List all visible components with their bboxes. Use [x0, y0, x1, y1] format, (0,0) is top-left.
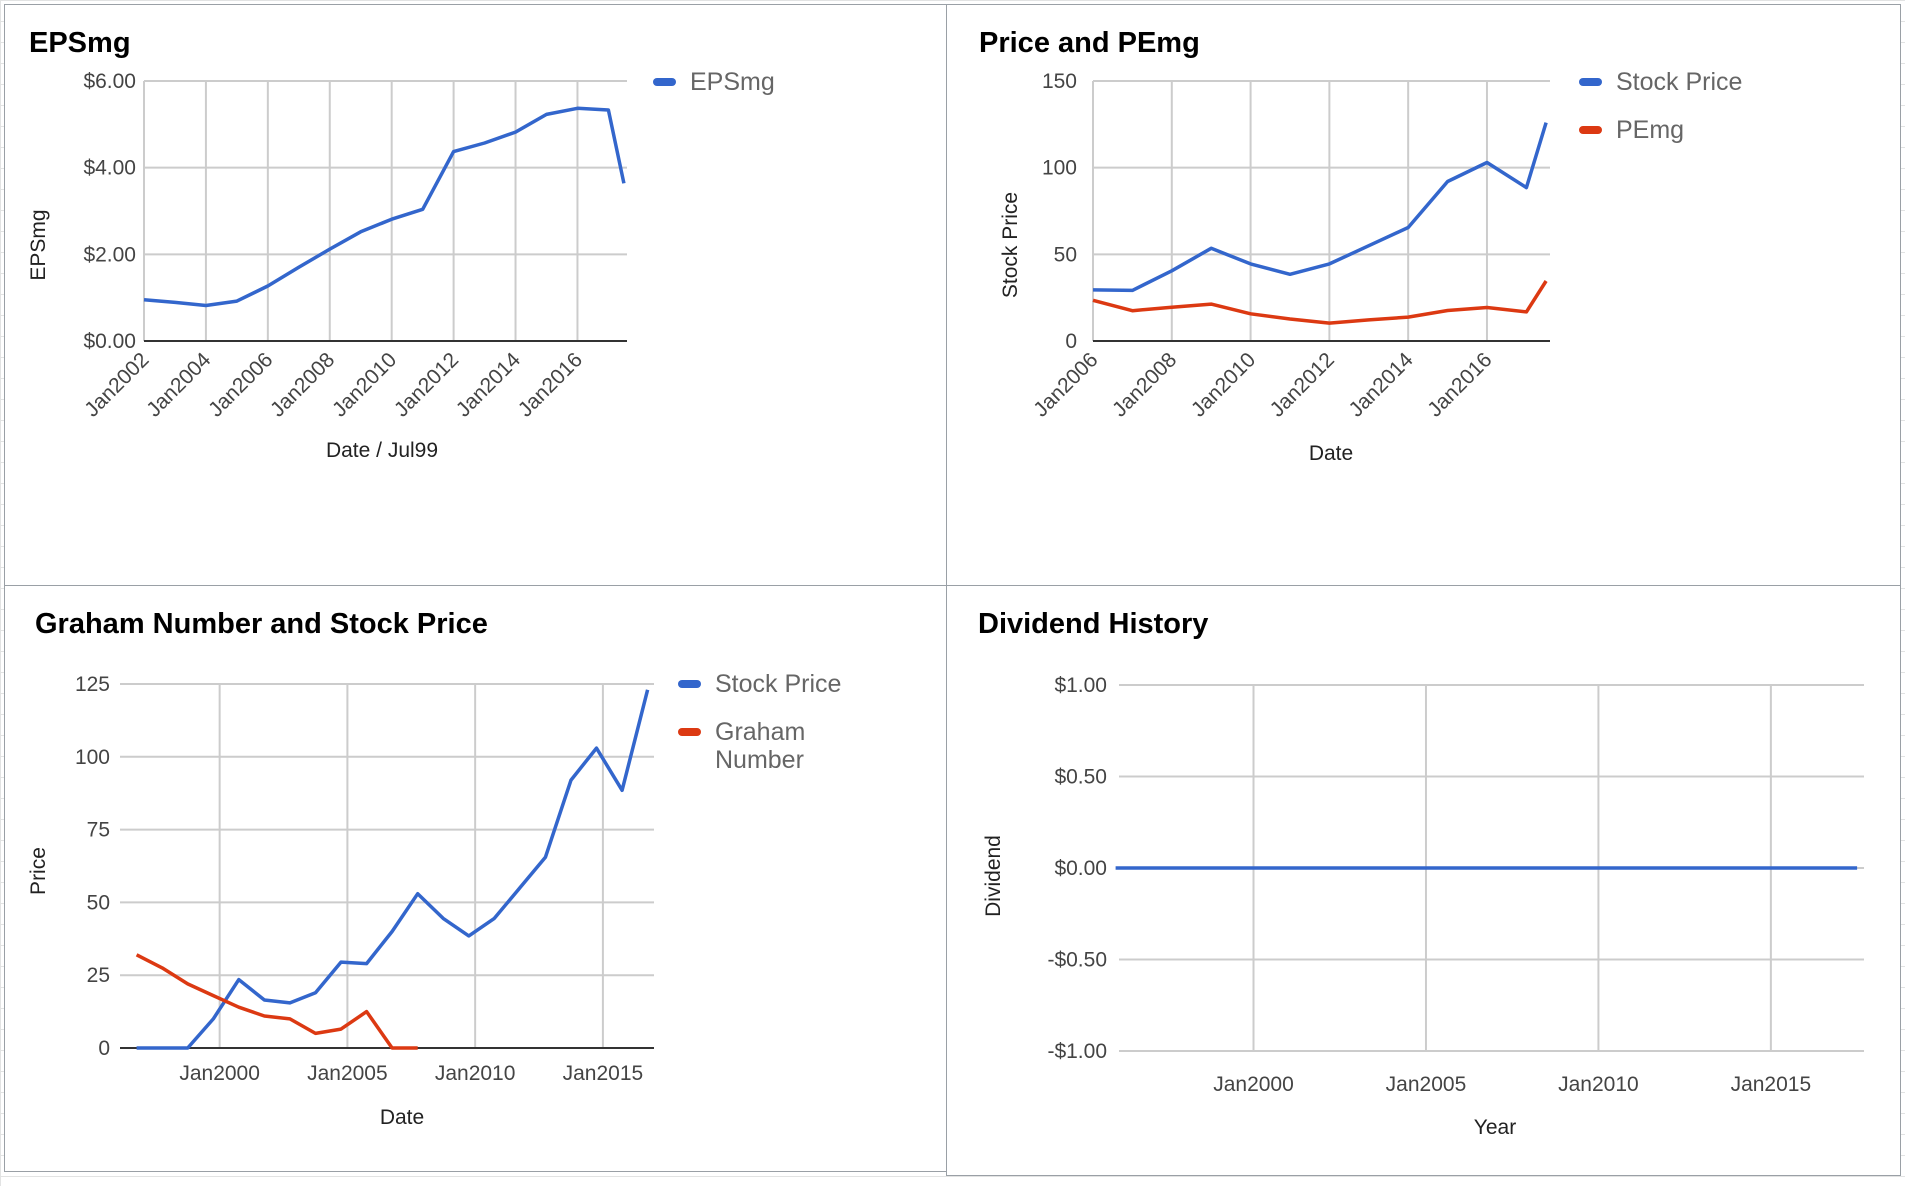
y-axis-title: Price: [27, 847, 50, 895]
y-axis-title: Dividend: [982, 835, 1005, 917]
x-axis-title: Date: [380, 1106, 424, 1129]
series-line-stock-price: [136, 689, 650, 1050]
legend-swatch-graham-number: [678, 728, 701, 736]
x-tick-label: Jan2016: [1423, 348, 1496, 421]
y-tick-label: 100: [1042, 157, 1077, 180]
series-line-graham-number: [135, 953, 418, 1050]
y-tick-label: 100: [75, 746, 110, 769]
x-tick-label: Jan2016: [514, 348, 587, 421]
x-tick-label: Jan2010: [435, 1062, 516, 1085]
chart-title: Price and PEmg: [979, 27, 1200, 59]
y-tick-label: 75: [87, 819, 110, 842]
x-tick-label: Jan2002: [80, 348, 153, 421]
x-tick-label: Jan2014: [1344, 348, 1417, 421]
y-tick-label: 25: [87, 964, 110, 987]
y-tick-label: 125: [75, 673, 110, 696]
y-tick-label: $4.00: [83, 157, 136, 180]
chart-panel-graham-number[interactable]: Graham Number and Stock Price 0 25 50 75 100 1…: [4, 585, 948, 1172]
x-tick-label: Jan2015: [1731, 1073, 1812, 1096]
x-tick-label: Jan2006: [1029, 348, 1102, 421]
y-tick-label: 50: [87, 891, 110, 914]
legend-label-epsmg: EPSmg: [690, 68, 775, 96]
x-tick-label: Jan2010: [1558, 1073, 1639, 1096]
dividend-history-chart-svg: Dividend History -$1.00 -$0.50 $0.00 $0.50 $1…: [978, 608, 1864, 1139]
x-tick-label: Jan2000: [179, 1062, 260, 1085]
y-tick-label: $0.00: [83, 330, 136, 353]
y-tick-label: 50: [1054, 243, 1077, 266]
x-tick-label: Jan2010: [1187, 348, 1260, 421]
legend-swatch-stock-price: [1579, 78, 1602, 86]
x-axis-title: Year: [1474, 1116, 1516, 1139]
legend-swatch-pemg: [1579, 126, 1602, 134]
y-tick-label: -$1.00: [1047, 1040, 1107, 1063]
epsmg-chart-svg: EPSmg$0.00$2.00$4.00$6.00Jan2002Jan2004J…: [27, 27, 775, 462]
series-line-stock-price: [1092, 122, 1548, 293]
y-axis-title: Stock Price: [999, 192, 1022, 298]
chart-panel-price-and-pemg[interactable]: Price and PEmg 0 50 100 150 Jan2006 Jan2008 Jan…: [946, 4, 1901, 587]
x-tick-label: Jan2015: [563, 1062, 644, 1085]
legend-label-stock-price: Stock Price: [1616, 68, 1742, 96]
x-tick-label: Jan2010: [328, 348, 401, 421]
y-tick-label: $0.50: [1054, 766, 1107, 789]
x-tick-label: Jan2005: [307, 1062, 388, 1085]
chart-title: EPSmg: [29, 27, 131, 59]
legend-label-stock-price: Stock Price: [715, 670, 841, 698]
y-tick-label: 150: [1042, 70, 1077, 93]
x-tick-label: Jan2012: [390, 348, 463, 421]
y-tick-label: $6.00: [83, 70, 136, 93]
x-tick-label: Jan2004: [142, 348, 215, 421]
y-tick-label: $1.00: [1054, 674, 1107, 697]
x-axis-title: Date / Jul99: [326, 439, 438, 462]
series-line-pemg: [1092, 280, 1548, 325]
legend-label-graham-number: Graham Number: [715, 718, 805, 774]
y-tick-label: 0: [1065, 330, 1077, 353]
chart-title: Graham Number and Stock Price: [35, 608, 488, 640]
legend-label-pemg: PEmg: [1616, 116, 1684, 144]
series-line-epsmg: [143, 106, 626, 308]
x-axis-title: Date: [1309, 442, 1353, 465]
legend-swatch-epsmg: [653, 78, 676, 86]
y-tick-label: $2.00: [83, 243, 136, 266]
chart-panel-dividend-history[interactable]: Dividend History -$1.00 -$0.50 $0.00 $0.50 $1…: [946, 585, 1901, 1176]
x-tick-label: Jan2008: [266, 348, 339, 421]
chart-panel-epsmg[interactable]: EPSmg $0.00 $2.00 $4.00 $6.00 Jan2002 Jan2004 J…: [4, 4, 948, 587]
y-axis-title: EPSmg: [27, 209, 50, 280]
x-tick-label: Jan2006: [204, 348, 277, 421]
x-tick-label: Jan2008: [1108, 348, 1181, 421]
x-tick-label: Jan2000: [1213, 1073, 1294, 1096]
y-tick-label: $0.00: [1054, 857, 1107, 880]
legend-swatch-stock-price: [678, 680, 701, 688]
y-tick-label: -$0.50: [1047, 949, 1107, 972]
y-tick-label: 0: [98, 1037, 110, 1060]
x-tick-label: Jan2014: [452, 348, 525, 421]
chart-title: Dividend History: [978, 608, 1208, 640]
x-tick-label: Jan2012: [1266, 348, 1339, 421]
graham-number-chart-svg: Graham Number and Stock Price 0 25 50 75 100 1…: [27, 608, 841, 1129]
x-tick-label: Jan2005: [1386, 1073, 1467, 1096]
